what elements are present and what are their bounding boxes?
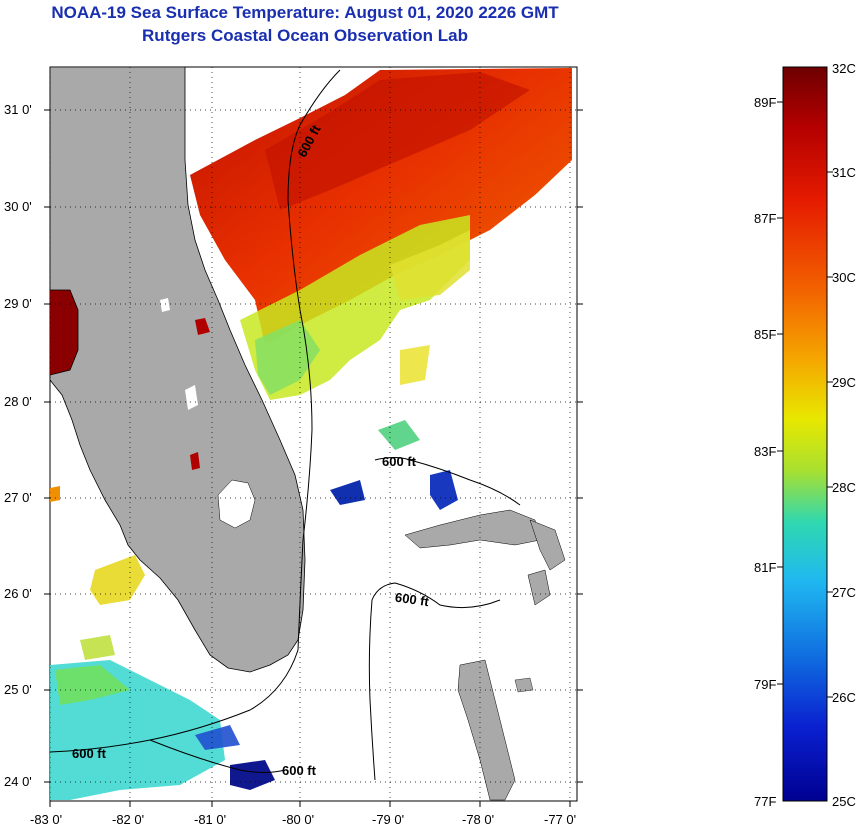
gulf-yellow-patch [90, 555, 145, 605]
keys-blue-patch-2 [195, 725, 240, 750]
warm-sst-region [190, 68, 572, 345]
colorbar-celsius-label: 25C [832, 794, 856, 809]
yellow-sst-patch-3 [400, 345, 430, 385]
lon-label: -80 0' [282, 812, 315, 827]
colorbar-fahrenheit-label: 77F [754, 794, 777, 809]
lat-label: 28 0' [4, 394, 32, 409]
contour-600ft-north-bahamas [374, 457, 521, 506]
inland-lake [160, 298, 170, 312]
green-sst-patch [255, 320, 320, 395]
colorbar-celsius-label: 26C [832, 690, 856, 705]
lat-label: 25 0' [4, 682, 32, 697]
contour-label-gulf: 600 ft [72, 746, 107, 761]
lon-label: -79 0' [372, 812, 405, 827]
colorbar-fahrenheit-label: 83F [754, 444, 777, 459]
gulf-green-patch [55, 665, 130, 705]
abaco-island [529, 519, 566, 571]
gulf-orange-patch [50, 486, 60, 502]
colorbar-celsius-label: 32C [832, 61, 856, 76]
keys-blue-patch [230, 760, 275, 790]
lat-label: 31 0' [4, 102, 32, 117]
bahamas-blue-patch [330, 480, 365, 505]
yellow-sst-patch-2 [390, 230, 470, 300]
lon-label: -77 0' [544, 812, 577, 827]
warm-sst-patch-red [265, 72, 530, 210]
colorbar-celsius-label: 31C [832, 165, 856, 180]
map-ticks [44, 109, 583, 807]
lon-label: -78 0' [462, 812, 495, 827]
colorbar-celsius-label: 30C [832, 270, 856, 285]
contour-label-keys: 600 ft [282, 763, 317, 778]
lat-label: 27 0' [4, 490, 32, 505]
colorbar-fahrenheit-label: 89F [754, 95, 777, 110]
lat-label: 26 0' [4, 586, 32, 601]
contour-600ft-east [49, 69, 341, 753]
inland-lake [185, 385, 198, 410]
map-title: NOAA-19 Sea Surface Temperature: August … [51, 3, 559, 22]
colorbar [782, 66, 828, 802]
contour-label-bahamas-north: 600 ft [382, 454, 417, 469]
contour-600ft-keys [149, 739, 286, 773]
colorbar-fahrenheit-label: 81F [754, 560, 777, 575]
contour-label-bahamas: 600 ft [394, 590, 430, 610]
gulf-yellow-patch-2 [80, 635, 115, 660]
bahamas-blue-patch-2 [430, 470, 458, 510]
map-subtitle: Rutgers Coastal Ocean Observation Lab [142, 26, 468, 45]
lat-label: 30 0' [4, 199, 32, 214]
lon-label: -81 0' [194, 812, 227, 827]
lat-label: 24 0' [4, 774, 32, 789]
colorbar-celsius-label: 27C [832, 585, 856, 600]
colorbar-celsius-label: 28C [832, 480, 856, 495]
colorbar-fahrenheit-label: 79F [754, 677, 777, 692]
colorbar-fahrenheit-label: 87F [754, 211, 777, 226]
inland-lake [195, 318, 210, 335]
small-island [514, 677, 534, 693]
lat-label: 29 0' [4, 296, 32, 311]
colorbar-celsius-label: 29C [832, 375, 856, 390]
bahamas-cyan-patch [378, 420, 420, 450]
lon-label: -83 0' [30, 812, 63, 827]
andros-island [457, 659, 516, 801]
colorbar-fahrenheit-label: 85F [754, 327, 777, 342]
inland-lake [190, 452, 200, 470]
contour-600ft-bahamas [368, 582, 501, 781]
lon-label: -82 0' [112, 812, 145, 827]
colorbar-ticks [777, 101, 833, 698]
eleuthera-island [527, 569, 551, 606]
gulf-warm-patch [50, 290, 78, 375]
lake-okeechobee [217, 479, 256, 529]
